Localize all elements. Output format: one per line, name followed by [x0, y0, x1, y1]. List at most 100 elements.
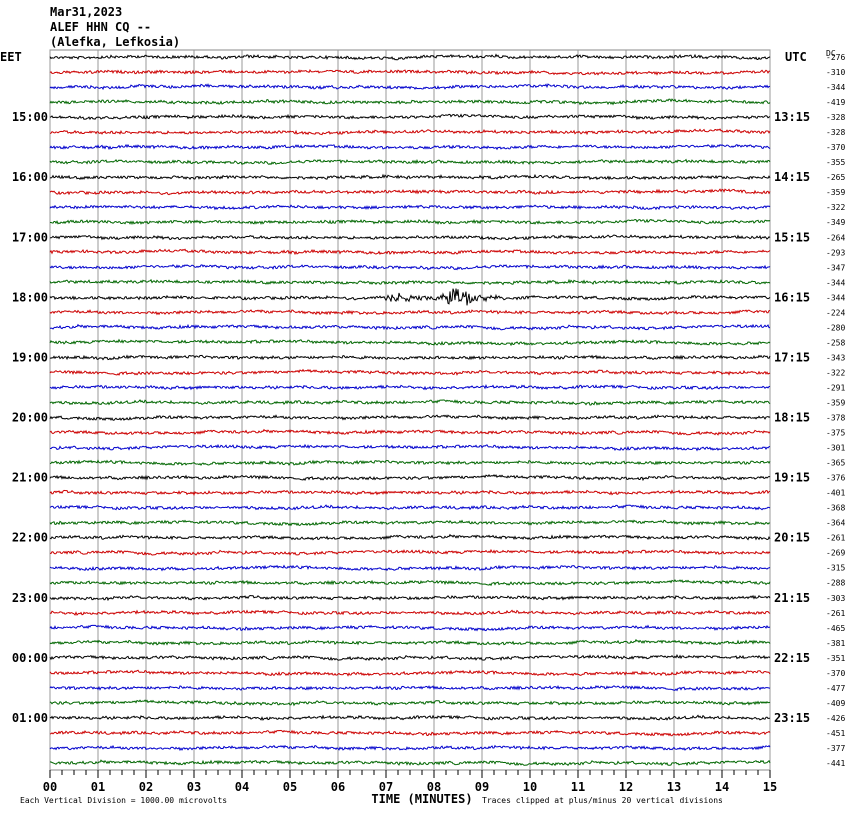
- date: Mar31,2023: [50, 5, 122, 19]
- trace: [49, 218, 771, 226]
- left-time: 00:00: [12, 651, 48, 665]
- right-time: 18:15: [774, 411, 810, 425]
- trace: [49, 609, 771, 616]
- plot-frame: [49, 49, 771, 771]
- dc-offset: -344: [826, 83, 845, 92]
- x-tick-label: 00: [43, 780, 57, 794]
- dc-offset: -328: [826, 113, 845, 122]
- x-tick-label: 10: [523, 780, 537, 794]
- trace: [49, 323, 770, 331]
- x-tick-label: 12: [619, 780, 633, 794]
- dc-offset: -288: [826, 579, 845, 588]
- right-time: 17:15: [774, 350, 810, 364]
- trace: [49, 278, 771, 286]
- trace: [49, 548, 771, 556]
- x-tick-label: 09: [475, 780, 489, 794]
- dc-offset: -426: [826, 714, 845, 723]
- left-time: 20:00: [12, 411, 48, 425]
- trace: [49, 504, 771, 511]
- dc-offset: -349: [826, 218, 845, 227]
- left-time: 17:00: [12, 230, 48, 244]
- dc-offset: -409: [826, 699, 845, 708]
- dc-offset: -310: [826, 68, 845, 77]
- x-tick-label: 15: [763, 780, 777, 794]
- trace: [49, 624, 771, 632]
- left-time: 18:00: [12, 290, 48, 304]
- trace: [49, 759, 771, 767]
- dc-offset: -451: [826, 729, 845, 738]
- dc-offset: -344: [826, 293, 845, 302]
- dc-offset: -322: [826, 368, 845, 377]
- dc-offset: -381: [826, 639, 845, 648]
- trace: [49, 489, 771, 497]
- dc-offset: -375: [826, 429, 845, 438]
- trace: [49, 533, 771, 541]
- dc-offset: -261: [826, 609, 845, 618]
- left-time: 22:00: [12, 531, 48, 545]
- dc-offset: -359: [826, 398, 845, 407]
- right-time: 13:15: [774, 110, 810, 124]
- dc-offset: -264: [826, 233, 845, 242]
- trace: [49, 399, 771, 406]
- left-time: 23:00: [12, 591, 48, 605]
- right-time: 14:15: [774, 170, 810, 184]
- trace: [49, 204, 771, 211]
- trace: [49, 338, 771, 347]
- trace: [49, 354, 771, 361]
- trace: [49, 473, 771, 482]
- trace: [49, 459, 771, 467]
- trace: [49, 714, 771, 721]
- dc-offset: -344: [826, 278, 845, 287]
- trace: [49, 443, 771, 452]
- trace: [49, 669, 771, 677]
- dc-offset: -303: [826, 594, 845, 603]
- footer-left: Each Vertical Division = 1000.00 microvo…: [20, 796, 227, 805]
- dc-offset: -419: [826, 98, 845, 107]
- right-time: 22:15: [774, 651, 810, 665]
- trace: [49, 248, 771, 256]
- left-zone: EET: [0, 50, 22, 64]
- dc-offset: -370: [826, 143, 845, 152]
- trace: [49, 684, 771, 692]
- dc-offset: -370: [826, 669, 845, 678]
- dc-offset: -258: [826, 338, 845, 347]
- trace: [49, 729, 771, 737]
- right-zone: UTC: [785, 50, 807, 64]
- trace: [49, 173, 771, 181]
- right-time: 19:15: [774, 471, 810, 485]
- dc-offset: -378: [826, 414, 845, 423]
- dc-offset: -376: [826, 474, 845, 483]
- dc-offset: -265: [826, 173, 845, 182]
- dc-offset: -301: [826, 444, 845, 453]
- trace: [49, 414, 771, 422]
- trace: [49, 68, 771, 76]
- trace: [49, 288, 771, 306]
- x-tick-label: 06: [331, 780, 345, 794]
- right-time: 16:15: [774, 290, 810, 304]
- dc-offset: -280: [826, 323, 845, 332]
- dc-offset: -441: [826, 759, 845, 768]
- trace: [49, 564, 771, 572]
- dc-offset: -355: [826, 158, 845, 167]
- trace: [49, 158, 771, 166]
- x-tick-label: 08: [427, 780, 441, 794]
- dc-offset: -291: [826, 383, 845, 392]
- location: (Alefka, Lefkosia): [50, 35, 180, 49]
- trace: [49, 579, 771, 587]
- trace: [49, 384, 771, 391]
- left-time: 16:00: [12, 170, 48, 184]
- x-tick-label: 03: [187, 780, 201, 794]
- dc-offset: -343: [826, 353, 845, 362]
- dc-offset: -465: [826, 624, 845, 633]
- trace: [49, 53, 771, 61]
- left-time: 01:00: [12, 711, 48, 725]
- dc-offset: -315: [826, 564, 845, 573]
- dc-offset: -347: [826, 263, 845, 272]
- x-tick-label: 07: [379, 780, 393, 794]
- dc-offset: -328: [826, 128, 845, 137]
- trace: [49, 519, 771, 527]
- trace: [49, 638, 771, 646]
- trace: [49, 654, 771, 662]
- x-tick-label: 11: [571, 780, 585, 794]
